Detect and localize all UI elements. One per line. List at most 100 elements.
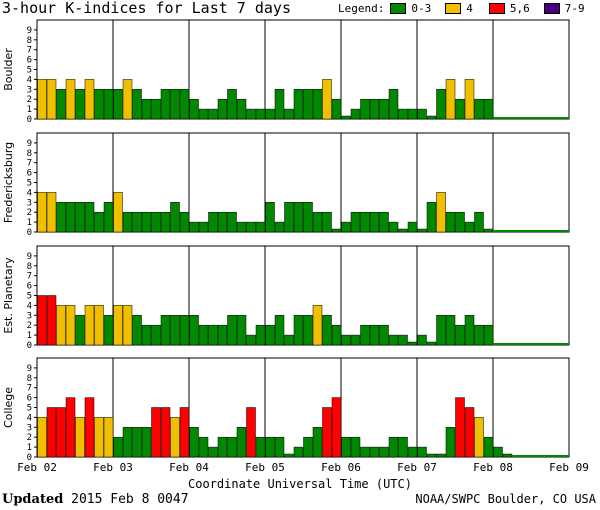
- k-index-bar: [312, 211, 323, 233]
- k-index-bar: [227, 89, 237, 120]
- k-index-bar: [217, 436, 228, 458]
- k-index-bar: [398, 228, 408, 233]
- x-tick-label: Feb 06: [321, 461, 361, 474]
- k-index-bar: [455, 324, 465, 346]
- k-index-bar: [341, 334, 351, 346]
- k-index-bar: [46, 407, 57, 458]
- k-index-bar: [474, 417, 484, 458]
- k-index-bar: [293, 89, 304, 120]
- k-index-bar: [350, 108, 361, 120]
- k-index-bar: [84, 305, 95, 346]
- x-tick-label: Feb 07: [397, 461, 437, 474]
- legend-item-5-6: 5,6: [509, 2, 530, 15]
- k-index-bar: [246, 108, 256, 120]
- k-index-bar: [179, 407, 190, 458]
- k-index-bar: [331, 324, 342, 346]
- k-index-bar: [37, 417, 47, 458]
- k-index-bar: [388, 89, 399, 120]
- k-index-bar: [483, 228, 494, 233]
- k-index-bar: [398, 334, 408, 346]
- y-tick-label: 3: [27, 198, 32, 208]
- k-index-bar: [445, 211, 456, 233]
- y-tick-label: 7: [27, 46, 32, 56]
- k-index-bar: [265, 108, 275, 120]
- y-tick-label: 2: [27, 433, 32, 443]
- x-tick-label: Feb 05: [245, 461, 285, 474]
- k-index-bar: [284, 453, 294, 458]
- chart-title: 3-hour K-indices for Last 7 days: [2, 0, 291, 17]
- k-index-bar: [56, 305, 66, 346]
- k-index-bar: [360, 446, 370, 458]
- k-index-bar: [132, 211, 142, 233]
- k-index-bar: [65, 202, 76, 233]
- k-index-bar: [103, 89, 114, 120]
- k-index-bar: [132, 427, 142, 458]
- k-index-bar: [84, 202, 95, 233]
- k-index-bar: [94, 305, 104, 346]
- k-index-bar: [274, 89, 285, 120]
- k-index-bar: [464, 221, 475, 233]
- k-index-bar: [407, 108, 418, 120]
- k-index-bar: [246, 407, 256, 458]
- k-index-bar: [303, 202, 313, 233]
- k-index-bar: [331, 228, 342, 233]
- k-index-bar: [236, 427, 247, 458]
- k-index-bar: [65, 79, 76, 120]
- y-tick-label: 8: [27, 262, 32, 272]
- k-index-bar: [274, 221, 285, 233]
- k-index-bar: [455, 397, 465, 458]
- k-index-bar: [94, 89, 104, 120]
- panel-station-label: Boulder: [2, 48, 15, 91]
- k-index-bar: [56, 202, 66, 233]
- empty-baseline: [493, 230, 569, 232]
- k-index-bar: [303, 315, 313, 346]
- k-index-bar: [255, 108, 266, 120]
- k-index-bar: [388, 436, 399, 458]
- y-tick-label: 5: [27, 179, 32, 189]
- legend-item-0-3: 0-3: [411, 2, 432, 15]
- k-index-bar: [113, 89, 123, 120]
- k-index-bar: [464, 407, 475, 458]
- k-index-bar: [322, 211, 332, 233]
- k-index-bar: [37, 79, 47, 120]
- y-tick-label: 4: [27, 75, 32, 85]
- k-index-bar: [284, 202, 294, 233]
- k-index-bar: [113, 436, 123, 458]
- k-index-bar: [303, 436, 313, 458]
- k-index-bar: [160, 315, 171, 346]
- k-index-bar: [426, 202, 437, 233]
- k-index-bar: [198, 324, 209, 346]
- y-tick-label: 6: [27, 394, 32, 404]
- y-tick-label: 4: [27, 413, 32, 423]
- k-index-bar: [312, 305, 323, 346]
- k-index-bar: [483, 436, 494, 458]
- k-index-bar: [350, 211, 361, 233]
- k-index-bar: [84, 397, 95, 458]
- k-index-bar: [379, 324, 389, 346]
- k-index-bar: [141, 324, 152, 346]
- data-source: NOAA/SWPC Boulder, CO USA: [415, 492, 596, 506]
- k-index-bar: [379, 446, 389, 458]
- k-index-bar: [455, 211, 465, 233]
- k-index-bar: [436, 453, 446, 458]
- y-tick-label: 7: [27, 384, 32, 394]
- k-index-bar: [246, 334, 256, 346]
- k-index-bar: [360, 98, 370, 120]
- y-tick-label: 8: [27, 36, 32, 46]
- legend-item-7-9: 7-9: [564, 2, 585, 15]
- k-index-bar: [132, 315, 142, 346]
- k-index-bar: [132, 89, 142, 120]
- y-tick-label: 7: [27, 159, 32, 169]
- k-index-bar: [417, 228, 427, 233]
- k-index-bar: [56, 89, 66, 120]
- panel-station-label: College: [2, 387, 15, 428]
- k-index-bar: [113, 192, 123, 233]
- k-index-bar: [369, 211, 380, 233]
- y-tick-label: 2: [27, 208, 32, 218]
- k-index-bar: [398, 436, 408, 458]
- k-index-bar: [341, 115, 351, 120]
- k-index-bar: [170, 315, 180, 346]
- k-index-bar: [483, 324, 494, 346]
- k-index-bar: [236, 98, 247, 120]
